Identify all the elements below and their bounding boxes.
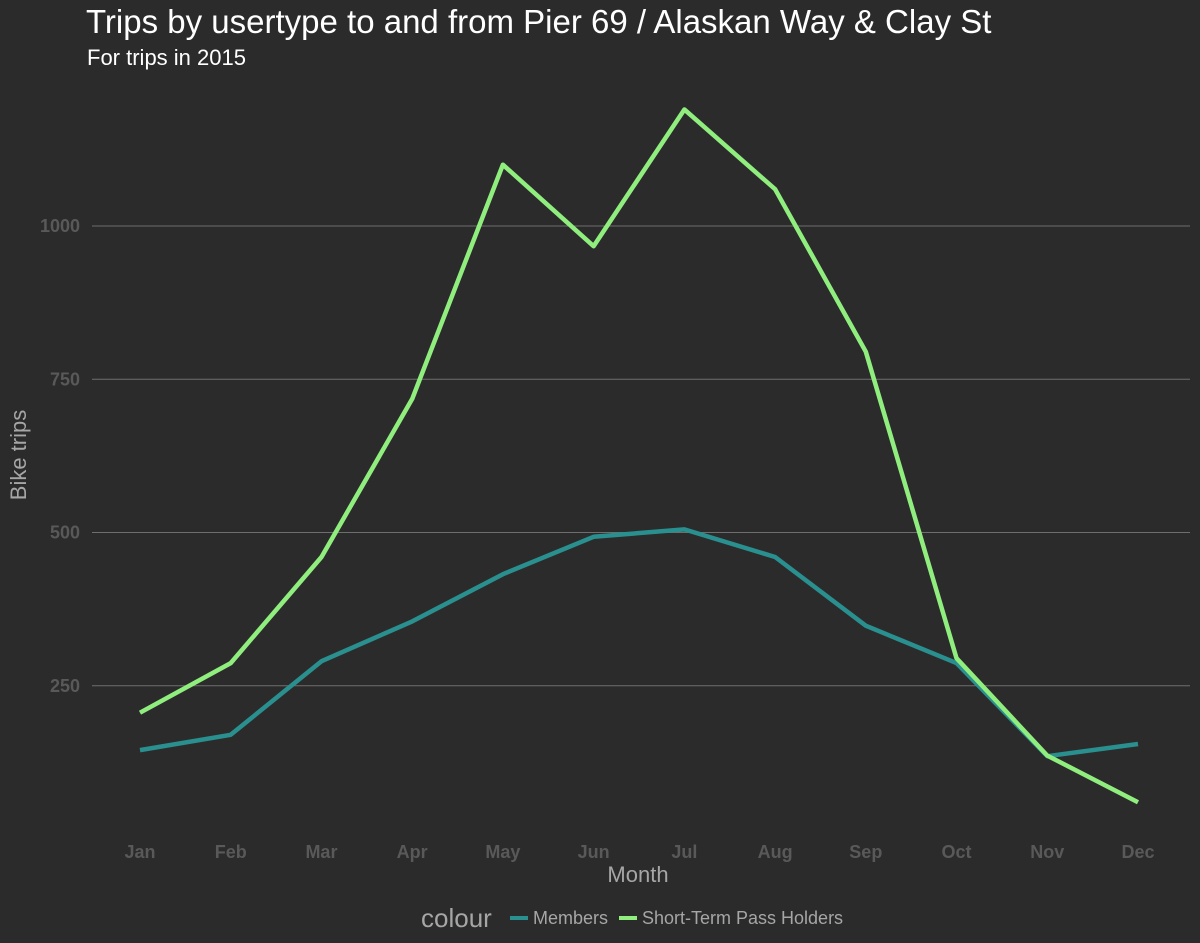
chart-subtitle: For trips in 2015 xyxy=(87,45,246,70)
chart-title: Trips by usertype to and from Pier 69 / … xyxy=(86,3,991,40)
legend: colour Members Short-Term Pass Holders xyxy=(421,903,843,933)
y-axis-ticks: 250 500 750 1000 xyxy=(40,216,80,696)
series-line-members xyxy=(139,527,1139,759)
legend-label-short-term-pass-holders: Short-Term Pass Holders xyxy=(642,908,843,928)
y-tick-label: 500 xyxy=(50,523,80,543)
y-axis-label: Bike trips xyxy=(6,410,31,500)
x-tick-label: May xyxy=(485,842,520,862)
x-tick-label: Jun xyxy=(578,842,610,862)
x-tick-label: Apr xyxy=(397,842,428,862)
x-tick-label: Nov xyxy=(1030,842,1064,862)
series-lines xyxy=(138,107,1140,805)
x-tick-label: Feb xyxy=(215,842,247,862)
y-tick-label: 1000 xyxy=(40,216,80,236)
x-tick-label: Oct xyxy=(942,842,972,862)
x-tick-label: Mar xyxy=(305,842,337,862)
x-axis-ticks: Jan Feb Mar Apr May Jun Jul Aug Sep Oct Nov Dec xyxy=(124,842,1154,862)
y-tick-label: 250 xyxy=(50,676,80,696)
legend-title: colour xyxy=(421,903,492,933)
x-tick-label: Dec xyxy=(1121,842,1154,862)
x-tick-label: Aug xyxy=(758,842,793,862)
x-tick-label: Jan xyxy=(124,842,155,862)
series-line-short-term-pass-holders xyxy=(138,107,1140,805)
x-tick-label: Jul xyxy=(671,842,697,862)
x-axis-label: Month xyxy=(607,862,668,887)
x-tick-label: Sep xyxy=(849,842,882,862)
y-tick-label: 750 xyxy=(50,369,80,389)
legend-label-members: Members xyxy=(533,908,608,928)
gridlines xyxy=(92,225,1190,687)
